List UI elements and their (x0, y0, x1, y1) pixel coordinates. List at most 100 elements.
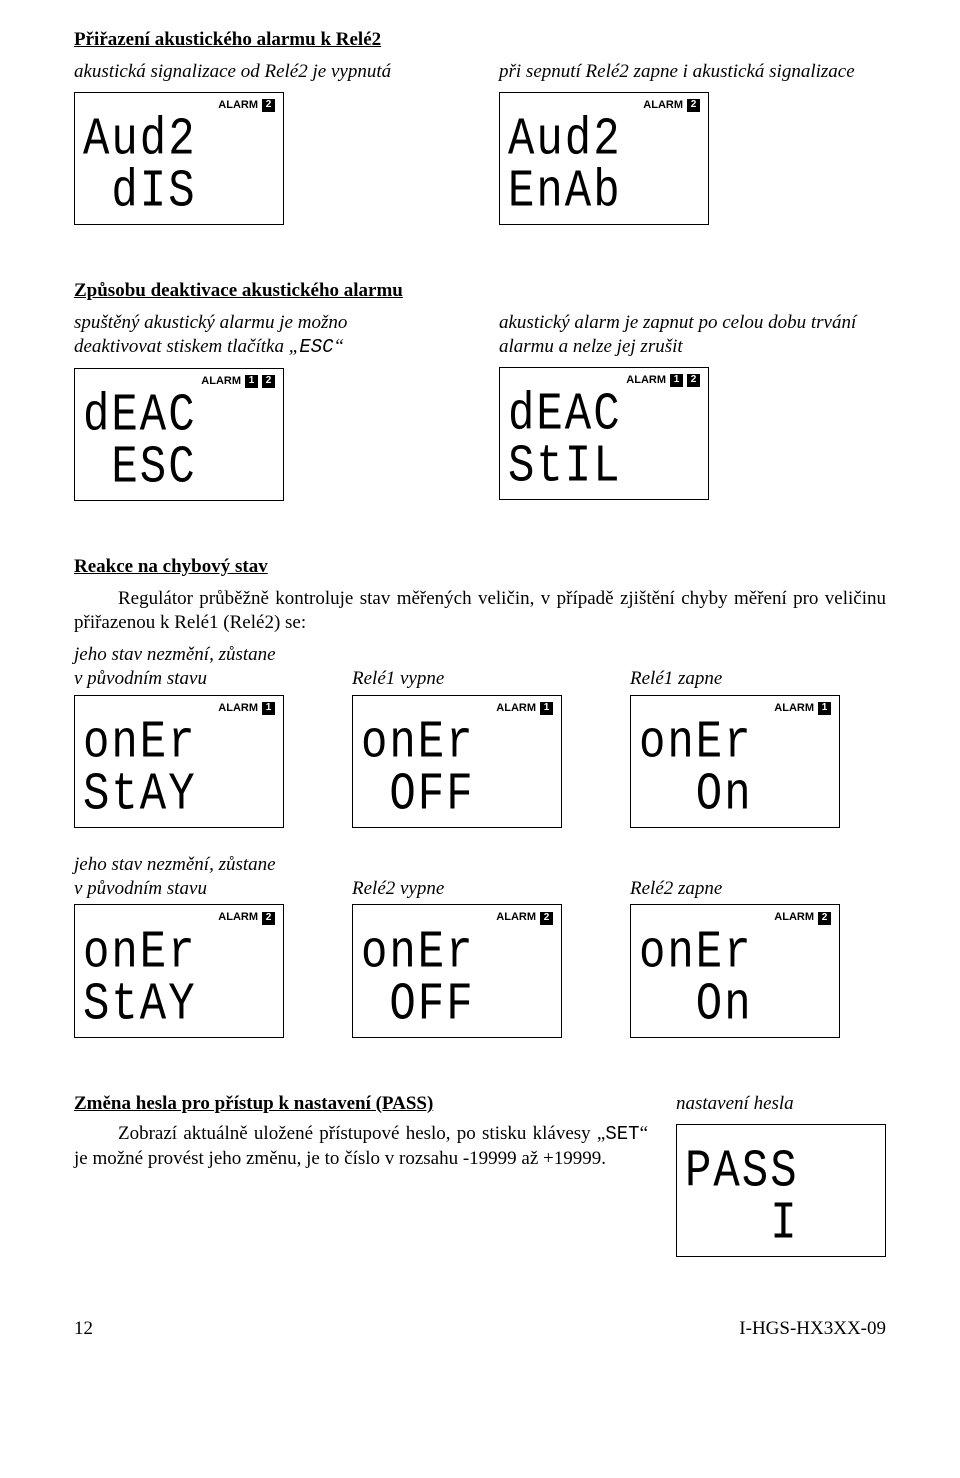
alarm-badge: 1 (262, 702, 275, 715)
col-s1-right: při sepnutí Relé2 zapne i akustická sign… (479, 58, 886, 226)
lcd-line1: onEr (361, 927, 553, 980)
lcd-line1: Aud2 (508, 114, 700, 167)
section-reakce: Reakce na chybový stav Regulátor průběžn… (74, 555, 886, 1038)
lcd: ALARM 2 onEr On (630, 904, 840, 1038)
lcd-line1: onEr (361, 717, 553, 770)
lcd-line1: Aud2 (83, 114, 275, 167)
alarm-label: ALARM (774, 702, 814, 716)
lcd-s2-left: ALARM 1 2 dEAC ESC (74, 368, 284, 502)
text: spuštěný akustický alarmu je možno (74, 312, 347, 333)
alarm-badge: 2 (687, 374, 700, 387)
lcd-line2: OFF (361, 769, 553, 822)
caption-s4-right: nastavení hesla (676, 1092, 886, 1116)
alarm-badge: 1 (540, 702, 553, 715)
caption: Relé1 zapne (630, 643, 886, 691)
alarm-badge: 1 (245, 375, 258, 388)
heading-s2: Způsobu deaktivace akustického alarmu (74, 279, 886, 303)
lcd-s4: PASS I (676, 1124, 886, 1257)
alarm-label: ALARM (218, 99, 258, 113)
pass-right: nastavení hesla PASS I (676, 1092, 886, 1257)
section-alarm-rele2: Přiřazení akustického alarmu k Relé2 aku… (74, 28, 886, 225)
lcd-line2: OFF (361, 979, 553, 1032)
heading-s3: Reakce na chybový stav (74, 555, 886, 579)
text: deaktivovat stiskem tlačítka „ (74, 336, 299, 357)
lcd: ALARM 2 onEr StAY (74, 904, 284, 1038)
caption: Relé1 vypne (352, 643, 608, 691)
section-pass: Změna hesla pro přístup k nastavení (PAS… (74, 1092, 886, 1257)
row-s3-1: jeho stav nezmění, zůstane v původním st… (74, 643, 886, 829)
alarm-badge: 2 (262, 99, 275, 112)
alarm-label: ALARM (643, 99, 683, 113)
caption: Relé2 zapne (630, 852, 886, 900)
alarm-badge: 2 (818, 912, 831, 925)
caption-s1-right: při sepnutí Relé2 zapne i akustická sign… (499, 60, 886, 84)
alarm-badge: 2 (687, 99, 700, 112)
alarm-badge: 2 (262, 912, 275, 925)
caption-s2-left: spuštěný akustický alarmu je možno deakt… (74, 311, 461, 360)
alarm-label: ALARM (626, 374, 666, 388)
alarm-label: ALARM (201, 375, 241, 389)
alarm-label: ALARM (496, 702, 536, 716)
alarm-label: ALARM (218, 911, 258, 925)
para-s4: Zobrazí aktuálně uložené přístupové hesl… (74, 1122, 648, 1171)
page-number: 12 (74, 1317, 93, 1341)
lcd-line1: dEAC (508, 389, 700, 442)
alarm-badge: 1 (670, 374, 683, 387)
caption: Relé2 vypne (352, 852, 608, 900)
lcd-s2-right: ALARM 1 2 dEAC StIL (499, 367, 709, 501)
lcd-line1: onEr (83, 927, 275, 980)
row-s1: akustická signalizace od Relé2 je vypnut… (74, 58, 886, 226)
caption-s1-left: akustická signalizace od Relé2 je vypnut… (74, 60, 461, 84)
lcd: ALARM 2 onEr OFF (352, 904, 562, 1038)
lcd-line2: StAY (83, 769, 275, 822)
section-deaktivace: Způsobu deaktivace akustického alarmu sp… (74, 279, 886, 501)
text: Zobrazí aktuálně uložené přístupové hesl… (118, 1123, 605, 1144)
pass-left: Změna hesla pro přístup k nastavení (PAS… (74, 1092, 648, 1178)
lcd-line2: ESC (83, 442, 275, 495)
heading-s1: Přiřazení akustického alarmu k Relé2 (74, 28, 886, 52)
alarm-badge: 1 (818, 702, 831, 715)
col-s2-left: spuštěný akustický alarmu je možno deakt… (74, 309, 461, 501)
lcd-line2: StIL (508, 441, 700, 494)
alarm-badge: 2 (540, 912, 553, 925)
code-set: SET (605, 1123, 639, 1145)
page-footer: 12 I-HGS-HX3XX-09 (74, 1317, 886, 1341)
lcd: ALARM 1 onEr On (630, 695, 840, 829)
lcd-line1: onEr (639, 717, 831, 770)
cell: jeho stav nezmění, zůstane v původním st… (74, 852, 330, 1038)
text: “ (334, 336, 345, 357)
lcd-line1: onEr (639, 927, 831, 980)
alarm-badge: 2 (262, 375, 275, 388)
alarm-label: ALARM (218, 702, 258, 716)
row-s3-2: jeho stav nezmění, zůstane v původním st… (74, 852, 886, 1038)
code-esc: ESC (299, 336, 333, 358)
cell: Relé2 vypne ALARM 2 onEr OFF (352, 852, 608, 1038)
lcd-line2: I (685, 1198, 877, 1251)
alarm-label: ALARM (496, 911, 536, 925)
lcd-line1: dEAC (83, 390, 275, 443)
heading-s4: Změna hesla pro přístup k nastavení (PAS… (74, 1092, 648, 1116)
lcd-line1: onEr (83, 717, 275, 770)
cell: jeho stav nezmění, zůstane v původním st… (74, 643, 330, 829)
lcd: ALARM 1 onEr StAY (74, 695, 284, 829)
row-s2: spuštěný akustický alarmu je možno deakt… (74, 309, 886, 501)
cell: Relé1 vypne ALARM 1 onEr OFF (352, 643, 608, 829)
col-s2-right: akustický alarm je zapnut po celou dobu … (479, 309, 886, 501)
lcd: ALARM 1 onEr OFF (352, 695, 562, 829)
para-s3: Regulátor průběžně kontroluje stav měřen… (74, 587, 886, 635)
lcd-line2: StAY (83, 979, 275, 1032)
lcd-s1-left: ALARM 2 Aud2 dIS (74, 92, 284, 226)
caption: jeho stav nezmění, zůstane v původním st… (74, 643, 330, 691)
cell: Relé2 zapne ALARM 2 onEr On (630, 852, 886, 1038)
lcd-s1-right: ALARM 2 Aud2 EnAb (499, 92, 709, 226)
lcd-line2: dIS (83, 166, 275, 219)
lcd-line2: On (639, 769, 831, 822)
cell: Relé1 zapne ALARM 1 onEr On (630, 643, 886, 829)
col-s1-left: akustická signalizace od Relé2 je vypnut… (74, 58, 461, 226)
doc-code: I-HGS-HX3XX-09 (739, 1317, 886, 1341)
alarm-label: ALARM (774, 911, 814, 925)
lcd-line2: EnAb (508, 166, 700, 219)
caption: jeho stav nezmění, zůstane v původním st… (74, 852, 330, 900)
lcd-line1: PASS (685, 1146, 877, 1199)
caption-s2-right: akustický alarm je zapnut po celou dobu … (499, 311, 886, 359)
